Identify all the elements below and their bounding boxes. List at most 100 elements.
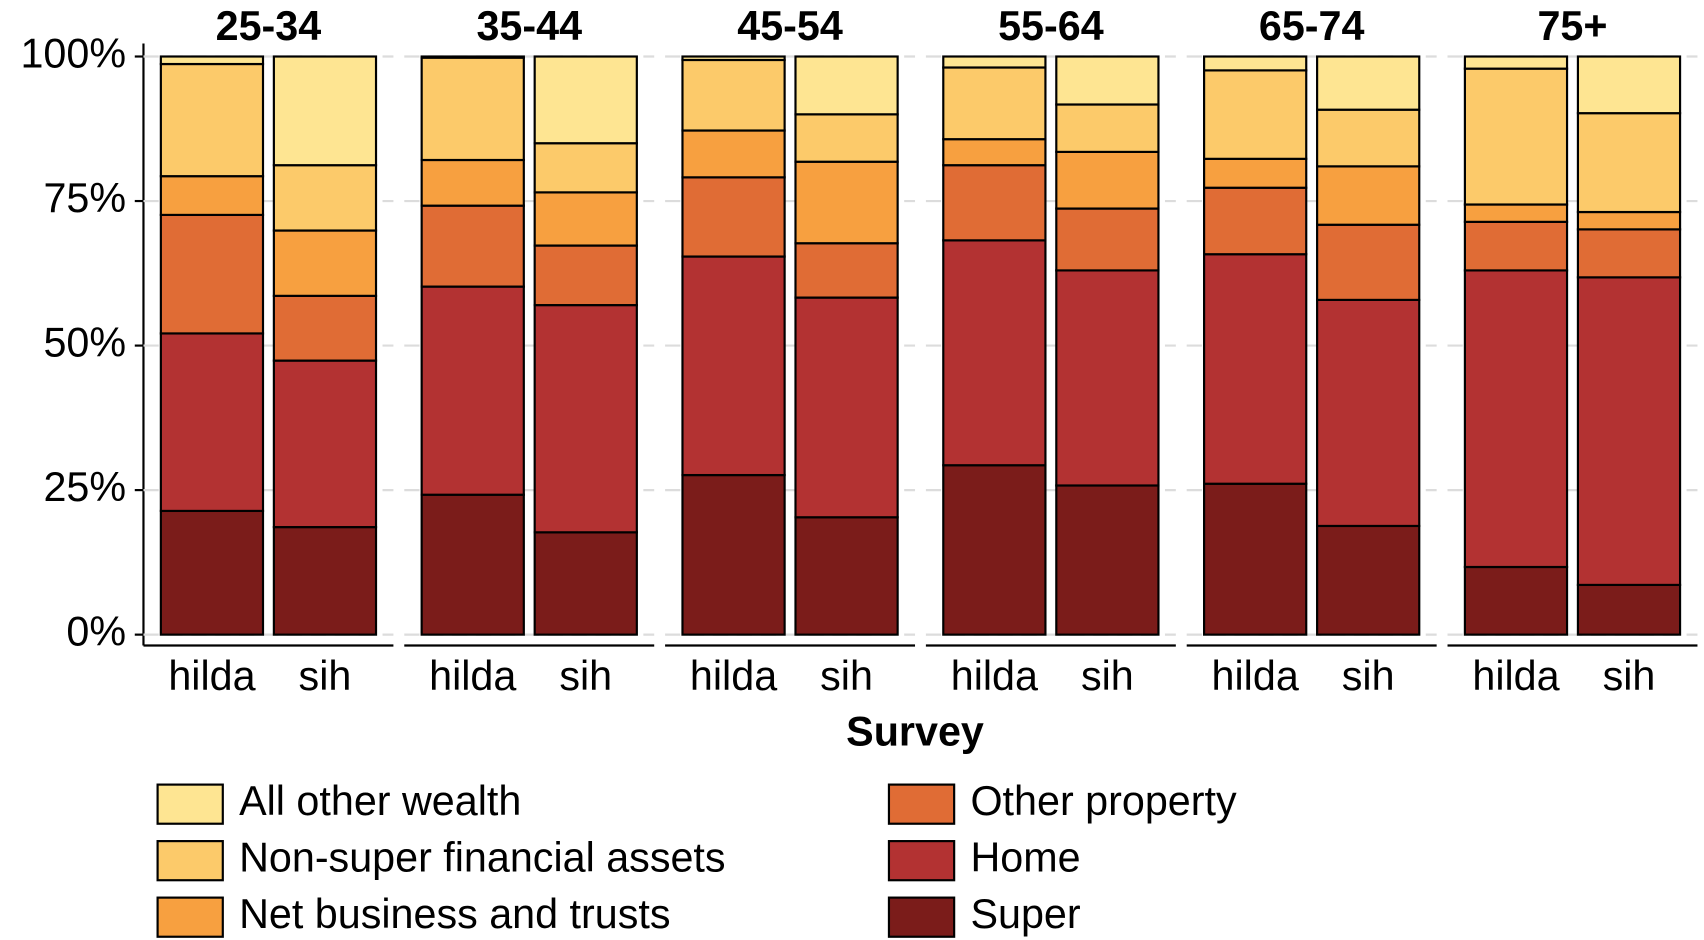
bar-segment [1463,565,1569,636]
legend-key [887,896,956,938]
bar-segment [533,55,638,145]
bar-segment [942,66,1047,141]
y-tick-label: 25% [43,464,126,510]
legend-label: Net business and trusts [239,891,670,937]
bar-segment [272,229,378,297]
legend-label: Non-super financial assets [239,835,725,881]
bar-segment [159,332,265,513]
bar-segment [942,138,1047,167]
bar-segment [159,213,265,335]
y-tick-label: 50% [43,319,126,365]
y-tick-label: 0% [66,609,126,655]
bar-segment [420,56,525,162]
bar-segment [1576,228,1682,279]
bar-segment [942,164,1047,242]
panel-title: 55-64 [998,3,1104,49]
bar-segment [420,204,525,288]
bar-segment [420,55,525,59]
x-tick-label: hilda [951,653,1038,699]
bar-segment [1055,150,1160,210]
bar-segment [533,304,638,534]
bar-segment [1576,583,1682,636]
legend-label: All other wealth [239,778,521,824]
x-tick-label: sih [820,653,873,699]
bar-segment [1463,67,1569,206]
bar-segment [420,493,525,636]
legend-key [156,840,224,882]
bar-segment [1316,108,1421,168]
bar-segment [942,464,1047,636]
bar-segment [1203,69,1308,160]
panel-title: 45-54 [737,3,843,49]
bar-segment [272,164,378,232]
bar-segment [1316,524,1421,636]
bar-segment [1055,207,1160,272]
bar-segment [1576,276,1682,587]
bar-segment [1316,165,1421,226]
bar-segment [794,516,899,636]
legend-key [887,783,956,825]
bar-segment [1316,298,1421,528]
legend-key [156,896,224,938]
bar-segment [794,296,899,519]
legend-key [156,783,224,825]
bar-segment [681,129,786,179]
bar-segment [681,473,786,636]
x-tick-label: hilda [1472,653,1559,699]
x-tick-label: sih [1603,653,1656,699]
bar-segment [1463,55,1569,70]
x-tick-label: hilda [429,653,516,699]
bar-segment [1055,484,1160,636]
bar-segment [1463,220,1569,272]
bar-segment [420,158,525,207]
bar-segment [1316,223,1421,301]
x-tick-label: sih [1081,653,1134,699]
bar-segment [942,239,1047,467]
bar-segment [159,62,265,178]
x-tick-label: hilda [1212,653,1299,699]
x-tick-label: hilda [168,653,255,699]
panel-title: 75+ [1537,3,1607,49]
x-tick-label: sih [559,653,612,699]
bar-segment [1055,269,1160,487]
bar-segment [159,175,265,217]
bar-segment [533,531,638,636]
y-tick-label: 100% [20,30,126,76]
x-tick-label: hilda [690,653,777,699]
bar-segment [272,294,378,362]
panel-title: 25-34 [216,3,322,49]
bar-segment [1203,157,1308,189]
x-tick-label: sih [299,653,352,699]
x-tick-label: sih [1342,653,1395,699]
bar-segment [533,244,638,307]
legend-label: Super [970,891,1080,937]
bar-segment [533,142,638,194]
bar-segment [1576,55,1682,115]
bar-segment [1576,112,1682,214]
bar-segment [1055,55,1160,106]
bar-segment [681,255,786,477]
bar-segment [1203,55,1308,72]
y-tick-label: 75% [43,175,126,221]
bar-segment [942,55,1047,69]
bar-segment [420,285,525,496]
bar-segment [1576,210,1682,231]
legend-key [887,840,956,882]
bar-segment [1055,103,1160,153]
bar-segment [794,242,899,299]
panel-title: 65-74 [1259,3,1365,49]
bar-segment [1463,269,1569,569]
bar-segment [1203,253,1308,485]
bar-segment [681,55,786,62]
bar-segment [1316,55,1421,111]
bar-segment [794,55,899,116]
legend-label: Other property [970,778,1237,824]
bar-segment [681,176,786,258]
bar-segment [272,359,378,529]
bar-segment [159,509,265,636]
bar-segment [681,58,786,132]
bar-segment [1203,482,1308,636]
bar-segment [533,191,638,247]
bar-segment [1463,203,1569,223]
